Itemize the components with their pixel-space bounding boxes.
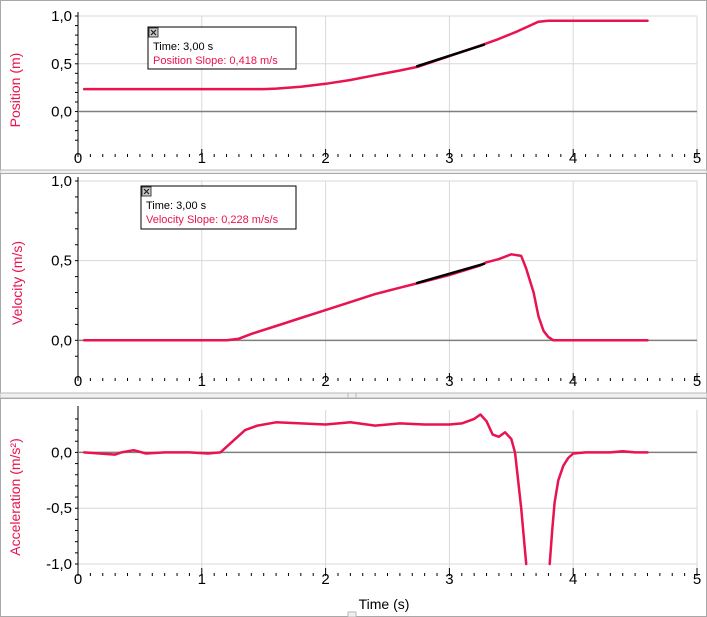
x-tick-label: 5 [693, 373, 701, 390]
y-tick-label: 0,0 [51, 444, 72, 461]
position-panel [0, 0, 707, 171]
x-tick-label: 5 [693, 571, 701, 588]
annotation-time: Time: 3,00 s [146, 200, 207, 212]
y-tick-label: 1,0 [51, 173, 72, 190]
splitter-handle-icon[interactable] [347, 392, 357, 399]
slope-tangent-line [415, 262, 486, 285]
y-tick-label: 0,5 [51, 56, 72, 73]
x-tick-label: 4 [569, 150, 577, 167]
velocity-chart: 0 1 2 3 4 5 0,0 0,5 1,0 Velocity (m/s) Time: 3,00 … [9, 173, 701, 390]
y-tick-label: 1,0 [51, 8, 72, 25]
x-tick-label: 0 [74, 571, 82, 588]
x-tick-label: 1 [198, 150, 206, 167]
slope-tangent-line [415, 43, 486, 68]
x-tick-label: 0 [74, 150, 82, 167]
y-axis-title: Position (m) [7, 53, 23, 128]
slope-annotation: Time: 3,00 s Velocity Slope: 0,228 m/s/s [140, 185, 297, 230]
x-tick-label: 4 [569, 571, 577, 588]
y-tick-label: -1,0 [46, 556, 72, 573]
annotation-box [140, 185, 297, 230]
y-axis-title: Acceleration (m/s²) [7, 438, 23, 555]
x-tick-label: 2 [321, 150, 329, 167]
annotation-slope: Velocity Slope: 0,228 m/s/s [146, 214, 279, 226]
close-icon-stroke [150, 29, 157, 36]
y-tick-label: 0,0 [51, 332, 72, 349]
x-tick-label: 3 [445, 373, 453, 390]
acceleration-chart: 0 1 2 3 4 5 0,0 -0,5 -1,0 Acceleration (m/s²) [7, 406, 701, 588]
y-tick-label: 0,0 [51, 104, 72, 121]
annotation-slope: Position Slope: 0,418 m/s [153, 55, 278, 67]
position-chart: 0 1 2 3 4 5 0,0 0,5 1,0 Position (m) Time: 3,00 s P… [7, 8, 701, 167]
annotation-time: Time: 3,00 s [153, 41, 214, 53]
y-tick-label: -0,5 [46, 500, 72, 517]
x-tick-label: 1 [198, 373, 206, 390]
x-tick-label: 2 [321, 571, 329, 588]
data-series-line [548, 450, 649, 566]
close-icon[interactable] [148, 27, 159, 38]
resize-handle-icon[interactable] [347, 611, 357, 617]
y-axis-title: Velocity (m/s) [9, 241, 25, 325]
x-tick-label: 3 [445, 571, 453, 588]
y-tick-label: 0,5 [51, 253, 72, 270]
x-tick-label: 5 [693, 150, 701, 167]
x-tick-label: 4 [569, 373, 577, 390]
x-tick-label: 0 [74, 373, 82, 390]
x-tick-label: 3 [445, 150, 453, 167]
acceleration-panel [0, 398, 707, 617]
close-icon[interactable] [141, 186, 152, 197]
x-tick-label: 1 [198, 571, 206, 588]
time-axis-title: Time (s) [359, 596, 410, 612]
x-tick-label: 2 [321, 373, 329, 390]
annotation-box [147, 26, 297, 70]
slope-annotation: Time: 3,00 s Position Slope: 0,418 m/s [147, 26, 297, 70]
data-series-line [82, 413, 528, 566]
close-icon-stroke [143, 188, 150, 195]
velocity-panel [0, 173, 707, 394]
